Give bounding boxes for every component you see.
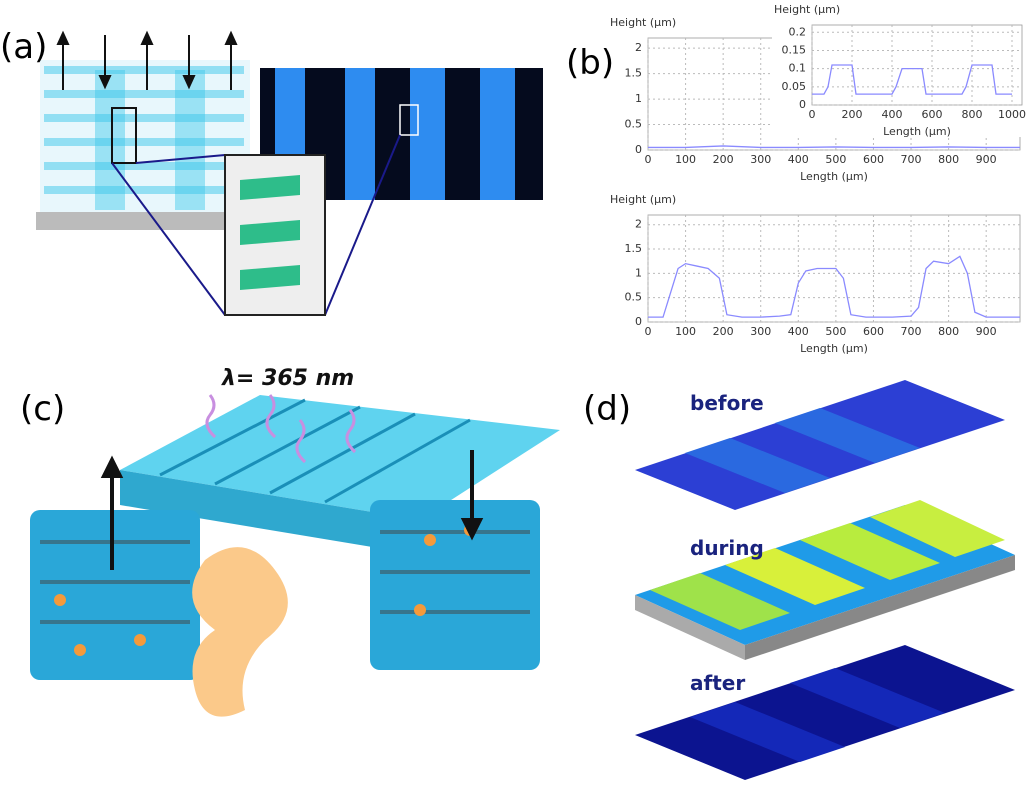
- y-tick-label: 2: [635, 41, 642, 54]
- wavelength: λ= 365 nm: [221, 366, 354, 391]
- y-tick-label: 0.5: [625, 118, 643, 131]
- x-tick-label: 0: [809, 108, 816, 121]
- x-axis-label: Length (µm): [800, 342, 868, 355]
- x-tick-label: 600: [863, 153, 884, 166]
- panel-label: (a): [0, 27, 47, 67]
- x-tick-label: 0: [645, 153, 652, 166]
- x-tick-label: 100: [675, 325, 696, 338]
- x-tick-label: 400: [882, 108, 903, 121]
- x-tick-label: 500: [825, 153, 846, 166]
- y-tick-label: 1: [635, 92, 642, 105]
- panel-c: (c) λ= 365 nm: [20, 366, 560, 717]
- cube-left: [30, 510, 200, 680]
- y-tick-label: 0: [635, 315, 642, 328]
- y-tick-label: 1: [635, 266, 642, 279]
- x-axis-label: Length (µm): [883, 125, 951, 138]
- x-tick-label: 500: [825, 325, 846, 338]
- profile-line: [648, 146, 1020, 148]
- substrate: [36, 212, 256, 230]
- x-tick-label: 800: [938, 153, 959, 166]
- y-tick-label: 2: [635, 218, 642, 231]
- y-tick-label: 0.15: [782, 43, 807, 56]
- y-axis-label: Height (µm): [610, 16, 676, 29]
- state-label: before: [690, 391, 764, 415]
- state-label: during: [690, 536, 764, 560]
- state-label: after: [690, 671, 745, 695]
- y-tick-label: 0.5: [625, 291, 643, 304]
- panel-a: (a): [0, 27, 543, 315]
- cube-right: [370, 500, 540, 670]
- x-tick-label: 800: [962, 108, 983, 121]
- y-tick-label: 0: [635, 143, 642, 156]
- x-axis-label: Length (µm): [800, 170, 868, 183]
- figure: (a) (b) 00.511.5201002003004005006007008…: [0, 0, 1027, 789]
- y-axis-label: Height (µm): [774, 3, 840, 16]
- x-tick-label: 400: [788, 153, 809, 166]
- y-tick-label: 0.2: [789, 25, 807, 38]
- x-tick-label: 200: [713, 153, 734, 166]
- x-tick-label: 900: [976, 153, 997, 166]
- x-tick-label: 200: [842, 108, 863, 121]
- y-tick-label: 0: [799, 98, 806, 111]
- x-tick-label: 400: [788, 325, 809, 338]
- x-tick-label: 200: [713, 325, 734, 338]
- x-tick-label: 1000: [998, 108, 1026, 121]
- x-tick-label: 300: [750, 325, 771, 338]
- panel-label: (d): [583, 389, 631, 429]
- film-after: [635, 645, 1015, 780]
- x-tick-label: 800: [938, 325, 959, 338]
- x-tick-label: 300: [750, 153, 771, 166]
- x-tick-label: 0: [645, 325, 652, 338]
- y-tick-label: 1.5: [625, 242, 643, 255]
- y-tick-label: 0.05: [782, 80, 807, 93]
- y-tick-label: 1.5: [625, 67, 643, 80]
- y-tick-label: 0.1: [789, 62, 807, 75]
- panel-label: (b): [566, 43, 614, 83]
- profile-line: [648, 256, 1020, 317]
- x-tick-label: 100: [675, 153, 696, 166]
- x-tick-label: 600: [922, 108, 943, 121]
- x-tick-label: 700: [901, 153, 922, 166]
- x-tick-label: 900: [976, 325, 997, 338]
- x-tick-label: 600: [863, 325, 884, 338]
- panel-d: (d) before during after: [583, 380, 1015, 780]
- panel-label: (c): [20, 389, 65, 429]
- molecules: [240, 175, 300, 290]
- x-tick-label: 700: [901, 325, 922, 338]
- azobenzene: [192, 547, 288, 717]
- y-axis-label: Height (µm): [610, 193, 676, 206]
